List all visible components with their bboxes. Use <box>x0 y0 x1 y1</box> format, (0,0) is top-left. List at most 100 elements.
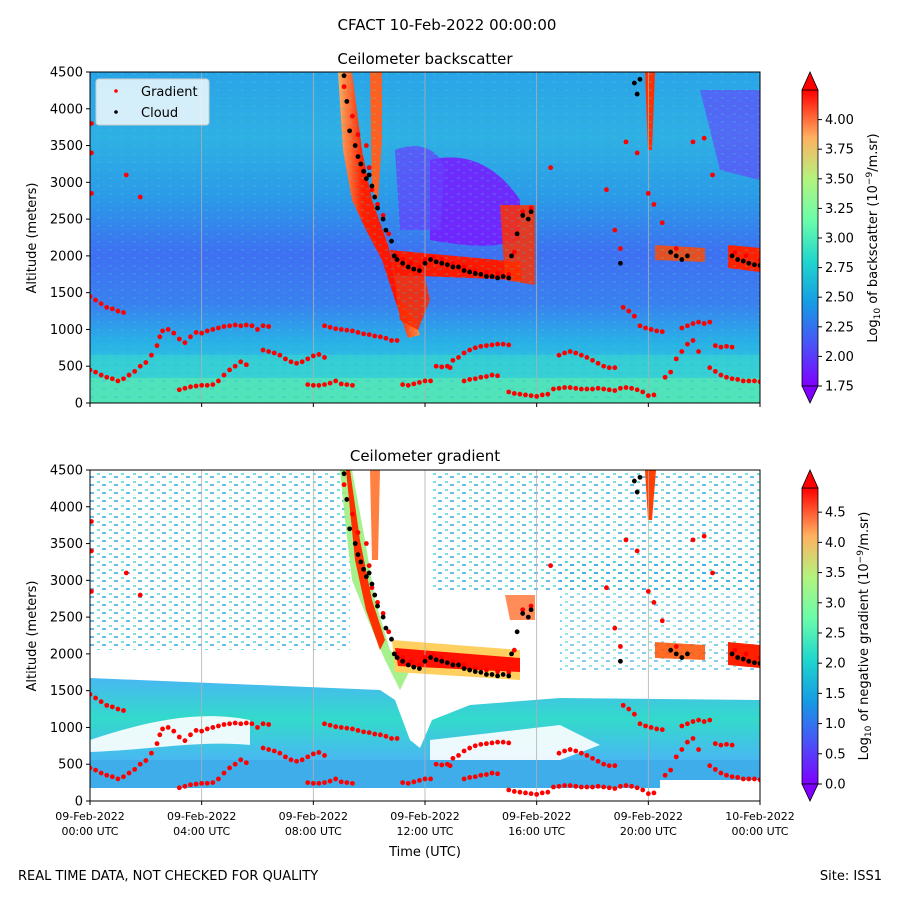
cloud-point <box>685 651 690 657</box>
cloud-point <box>634 489 640 495</box>
x-tick-label-time: 00:00 UTC <box>731 825 788 838</box>
gradient-point <box>584 752 590 758</box>
gradient-point <box>369 585 375 591</box>
gradient-point <box>123 172 129 178</box>
gradient-point <box>467 745 473 751</box>
gradient-point <box>679 325 685 331</box>
cloud-point <box>444 262 450 268</box>
gradient-point <box>659 727 665 733</box>
gradient-point <box>137 194 143 200</box>
gradient-point <box>366 165 372 171</box>
y-tick-label: 2000 <box>50 249 83 264</box>
gradient-point <box>623 537 629 543</box>
cloud-point <box>444 660 450 666</box>
gradient-point <box>249 323 255 329</box>
gradient-point <box>679 723 685 729</box>
gradient-point <box>137 592 143 598</box>
gradient-point <box>160 328 165 334</box>
gradient-point <box>623 385 629 390</box>
gradient-point <box>327 380 333 386</box>
gradient-point <box>316 352 322 357</box>
cloud-point <box>740 258 746 264</box>
gradient-point <box>467 347 473 353</box>
legend-gradient-label: Gradient <box>141 85 198 100</box>
x-tick-label-time: 04:00 UTC <box>173 825 230 838</box>
gradient-point <box>433 363 439 369</box>
gradient-point <box>188 732 193 738</box>
gradient-point <box>408 658 414 664</box>
gradient-point <box>534 791 540 797</box>
y-tick-label: 2000 <box>50 647 83 662</box>
colorbar-tick-label: 0.5 <box>825 747 846 762</box>
x-tick-label-date: 09-Feb-2022 <box>614 810 683 823</box>
gradient-point <box>422 776 428 782</box>
gradient-point <box>137 761 143 767</box>
gradient-point <box>690 736 696 741</box>
cloud-point <box>363 176 369 182</box>
gradient-point <box>143 758 149 763</box>
gradient-point <box>227 765 232 771</box>
gradient-point <box>696 319 701 325</box>
gradient-point <box>685 323 690 329</box>
cloud-point <box>456 662 461 668</box>
gradient-point <box>685 721 690 727</box>
gradient-point <box>679 349 685 354</box>
gradient-point <box>645 588 651 594</box>
gradient-point <box>511 647 517 653</box>
gradient-point <box>417 662 422 668</box>
colorbar-tick-label: 2.75 <box>825 261 854 276</box>
gradient-point <box>204 382 210 388</box>
cloud-point <box>352 541 358 546</box>
gradient-point <box>115 378 121 384</box>
gradient-point <box>299 757 305 763</box>
gradient-point <box>620 702 626 708</box>
gradient-point <box>283 356 288 362</box>
cloud-point <box>372 592 378 598</box>
x-tick-label-date: 09-Feb-2022 <box>390 810 459 823</box>
gradient-point <box>710 570 715 576</box>
backscatter-title: Ceilometer backscatter <box>337 50 513 68</box>
gradient-point <box>631 711 637 717</box>
gradient-point <box>740 776 746 782</box>
gradient-point <box>90 691 93 697</box>
gradient-point <box>260 721 266 727</box>
cloud-point <box>484 274 489 279</box>
gradient-point <box>355 727 361 733</box>
gradient-point <box>115 706 121 712</box>
y-tick-label: 3000 <box>50 176 83 191</box>
gradient-point <box>193 329 199 335</box>
gradient-point <box>662 374 668 380</box>
gradient-point <box>743 651 749 657</box>
gradient-point <box>562 350 567 356</box>
gradient-point <box>567 385 573 390</box>
gradient-point <box>562 385 567 390</box>
gradient-point <box>109 704 115 710</box>
gradient-point <box>562 783 567 788</box>
cloud-point <box>729 651 735 657</box>
cloud-point <box>484 672 489 677</box>
gradient-point <box>740 378 746 384</box>
gradient-point <box>447 763 453 769</box>
y-tick-label: 1500 <box>50 286 83 301</box>
gradient-point <box>115 308 121 314</box>
gradient-point <box>90 293 93 299</box>
cloud-point <box>746 260 752 266</box>
gradient-point <box>584 386 590 392</box>
gradient-point <box>104 772 110 778</box>
cloud-point <box>489 274 495 279</box>
gradient-point <box>386 629 392 635</box>
gradient-point <box>489 740 495 746</box>
gradient-point <box>484 374 489 379</box>
gradient-point <box>668 767 674 773</box>
colorbar-tick-label: 0.0 <box>825 778 846 793</box>
gradient-point <box>90 367 93 373</box>
colorbar-tick-label: 3.0 <box>825 596 846 611</box>
gradient-point <box>216 723 221 729</box>
gradient-point <box>489 372 495 378</box>
cloud-point <box>735 257 741 262</box>
gradient-point <box>752 378 757 384</box>
gradient-point <box>341 482 347 488</box>
gradient-point <box>506 740 512 746</box>
gradient-point <box>696 717 701 723</box>
gradient-point <box>662 772 668 778</box>
